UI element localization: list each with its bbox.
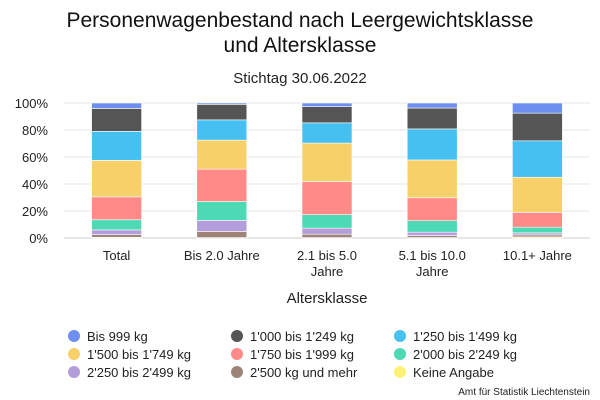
legend-label: Keine Angabe <box>413 365 494 380</box>
bar-segment[interactable] <box>406 220 458 233</box>
legend-item[interactable]: 1'000 bis 1'249 kg <box>231 329 354 344</box>
bar-segment[interactable] <box>512 232 563 236</box>
x-category-label: Jahre <box>311 264 344 279</box>
bar-segment[interactable] <box>301 122 353 144</box>
legend-label: 2'000 bis 2'249 kg <box>413 347 517 362</box>
legend-swatch <box>68 330 80 342</box>
bar-segment[interactable] <box>301 142 353 182</box>
bar-segment[interactable] <box>91 229 142 235</box>
bar-segment[interactable] <box>196 139 248 170</box>
bar-segment[interactable] <box>196 119 248 141</box>
bar-segment[interactable] <box>91 108 142 132</box>
legend-swatch <box>68 366 80 378</box>
legend-label: 1'000 bis 1'249 kg <box>250 329 354 344</box>
legend-swatch <box>394 348 406 360</box>
y-tick-label: 60% <box>22 150 48 165</box>
legend-swatch <box>231 366 243 378</box>
bar-segment[interactable] <box>512 212 563 228</box>
bar-segment[interactable] <box>406 159 458 199</box>
bar-segment[interactable] <box>406 107 458 130</box>
bar-segment[interactable] <box>196 168 248 202</box>
bar-segment[interactable] <box>196 231 248 238</box>
y-tick-label: 100% <box>15 96 49 111</box>
bar-segment[interactable] <box>91 160 142 198</box>
bar-segment[interactable] <box>196 104 248 121</box>
bar-segment[interactable] <box>406 231 458 236</box>
legend-swatch <box>68 348 80 360</box>
legend-item[interactable]: 1'250 bis 1'499 kg <box>394 329 517 344</box>
legend-swatch <box>394 366 406 378</box>
legend-item[interactable]: Keine Angabe <box>394 365 494 380</box>
bars <box>91 102 563 239</box>
legend-item[interactable]: Bis 999 kg <box>68 329 148 344</box>
legend-label: 1'500 bis 1'749 kg <box>87 347 191 362</box>
legend-swatch <box>231 330 243 342</box>
x-category-label: 2.1 bis 5.0 <box>297 248 357 263</box>
bar-segment[interactable] <box>91 234 142 238</box>
legend-label: 2'250 bis 2'499 kg <box>87 365 191 380</box>
chart-title-line2: und Altersklasse <box>224 34 377 57</box>
bar-segment[interactable] <box>512 234 563 238</box>
bar-segment[interactable] <box>512 102 563 114</box>
x-category-label: Jahre <box>416 264 449 279</box>
legend-label: 1'750 bis 1'999 kg <box>250 347 354 362</box>
legend[interactable]: Bis 999 kg 1'000 bis 1'249 kg 1'250 bis 1'… <box>68 329 517 380</box>
legend-label: 1'250 bis 1'499 kg <box>413 329 517 344</box>
x-category-label: Bis 2.0 Jahre <box>184 248 260 263</box>
chart-subtitle: Stichtag 30.06.2022 <box>233 70 366 87</box>
bar-segment[interactable] <box>406 128 458 161</box>
legend-item[interactable]: 1'750 bis 1'999 kg <box>231 347 354 362</box>
legend-item[interactable]: 2'250 bis 2'499 kg <box>68 365 191 380</box>
x-category-label: 5.1 bis 10.0 <box>399 248 466 263</box>
bar-segment[interactable] <box>512 176 563 213</box>
x-category-label: Total <box>103 248 131 263</box>
y-tick-label: 20% <box>22 204 48 219</box>
y-tick-label: 40% <box>22 177 48 192</box>
bar-segment[interactable] <box>91 196 142 221</box>
bar-segment[interactable] <box>301 227 353 235</box>
bar-segment[interactable] <box>91 102 142 109</box>
bar-segment[interactable] <box>301 106 353 124</box>
legend-swatch <box>394 330 406 342</box>
x-axis-title: Altersklasse <box>287 290 368 307</box>
bar-segment[interactable] <box>91 131 142 161</box>
bar-segment[interactable] <box>406 197 458 222</box>
bar-segment[interactable] <box>196 102 248 105</box>
legend-label: Bis 999 kg <box>87 329 148 344</box>
bar-segment[interactable] <box>512 226 563 234</box>
bar-segment[interactable] <box>196 201 248 221</box>
bar-segment[interactable] <box>301 102 353 107</box>
legend-swatch <box>231 348 243 360</box>
y-axis-ticks: 0% 20% 40% 60% 80% 100% <box>15 96 49 246</box>
y-tick-label: 80% <box>22 123 48 138</box>
bar-segment[interactable] <box>301 233 353 238</box>
legend-label: 2'500 kg und mehr <box>250 365 358 380</box>
bar-segment[interactable] <box>512 140 563 178</box>
bar-segment[interactable] <box>406 102 458 109</box>
bar-segment[interactable] <box>91 219 142 231</box>
bar-segment[interactable] <box>196 220 248 232</box>
legend-item[interactable]: 1'500 bis 1'749 kg <box>68 347 191 362</box>
bar-segment[interactable] <box>406 235 458 238</box>
x-category-label: 10.1+ Jahre <box>503 248 572 263</box>
bar-segment[interactable] <box>301 181 353 215</box>
legend-item[interactable]: 2'000 bis 2'249 kg <box>394 347 517 362</box>
source-note: Amt für Statistik Liechtenstein <box>458 387 590 398</box>
legend-item[interactable]: 2'500 kg und mehr <box>231 365 358 380</box>
y-tick-label: 0% <box>29 231 48 246</box>
bar-segment[interactable] <box>301 214 353 229</box>
bar-segment[interactable] <box>512 112 563 142</box>
chart-title-line1: Personenwagenbestand nach Leergewichtskl… <box>67 9 534 32</box>
